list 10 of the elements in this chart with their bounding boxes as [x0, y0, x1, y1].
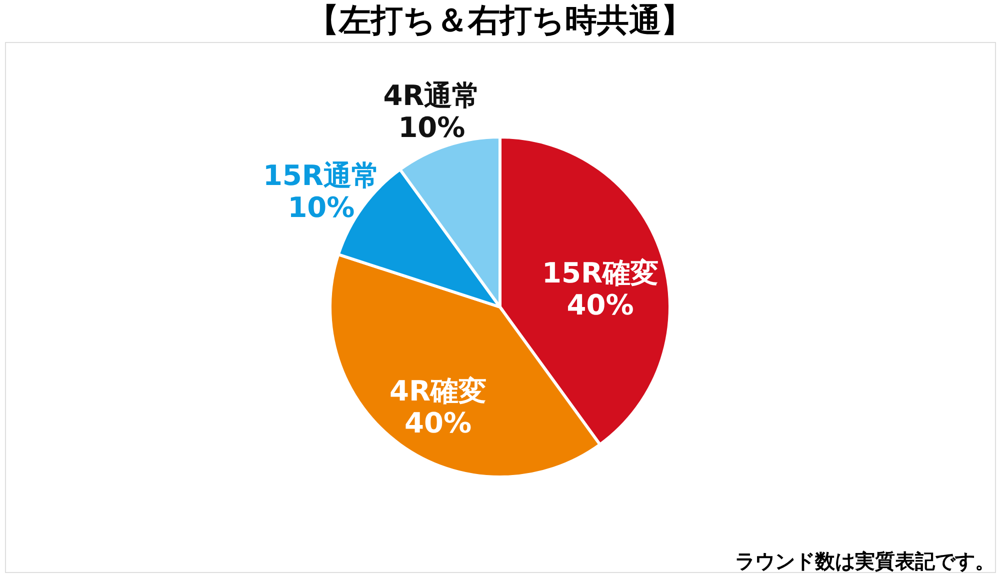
slice-label: 15R確変 — [542, 256, 659, 290]
chart-title: 【左打ち＆右打ち時共通】 — [307, 1, 693, 39]
data-label: 40% — [404, 406, 472, 440]
slice-label: 4R通常 — [383, 78, 480, 112]
data-label: 10% — [288, 191, 355, 224]
data-label: 10% — [398, 110, 466, 144]
data-label: 40% — [566, 288, 634, 322]
text: ラウンド数は実質表記です。 — [735, 549, 995, 573]
slice-label: 4R確変 — [390, 374, 487, 408]
slice-label: 15R通常 — [262, 159, 380, 192]
